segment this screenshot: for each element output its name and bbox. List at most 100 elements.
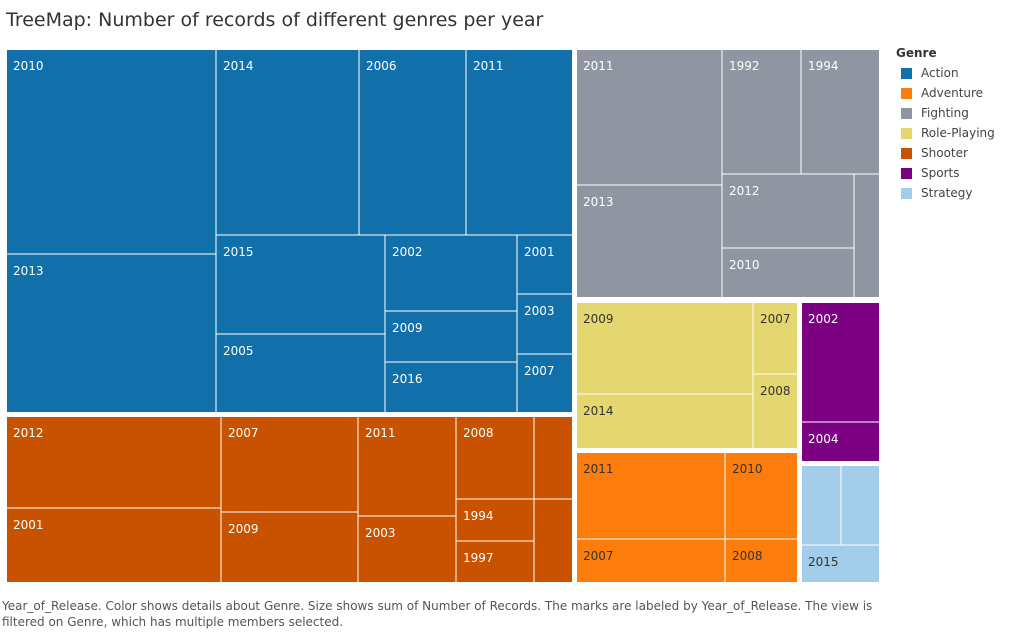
treemap-cell-label: 1994	[808, 59, 839, 73]
treemap-cell-action-2003[interactable]	[516, 293, 574, 355]
treemap-group-role-playing	[575, 301, 799, 450]
treemap-cell-label: 2007	[583, 549, 614, 563]
treemap-cell-label: 2012	[13, 426, 44, 440]
treemap-cell-label: 2015	[808, 555, 839, 569]
treemap-group-sports	[800, 301, 881, 463]
treemap-cell-sports-2002[interactable]	[800, 301, 881, 423]
treemap-chart: 2010 2013 2014 2006 2011 2015 2005 2002 2009 2016…	[6, 49, 881, 584]
treemap-cell-action-2006[interactable]	[358, 49, 467, 236]
legend-item[interactable]: Adventure	[896, 83, 995, 103]
treemap-cell-fighting-2013[interactable]	[575, 184, 723, 299]
treemap-cell-role-playing-2007[interactable]	[752, 301, 799, 375]
legend-item[interactable]: Sports	[896, 163, 995, 183]
treemap-cell-label: 2016	[392, 372, 423, 386]
treemap-cell-role-playing-2009[interactable]	[575, 301, 754, 395]
treemap-cell-adventure-2011[interactable]	[575, 451, 726, 540]
treemap-cell-label: 2014	[583, 404, 614, 418]
treemap-cell-label: 2002	[392, 245, 423, 259]
treemap-cell-strategy-unlabeled[interactable]	[800, 464, 842, 546]
legend-swatch	[901, 187, 912, 199]
treemap-cell-label: 2010	[729, 258, 760, 272]
treemap-cell-role-playing-2008[interactable]	[752, 373, 799, 450]
treemap-cell-shooter-1997[interactable]	[455, 540, 535, 584]
treemap-cell-action-2016[interactable]	[384, 361, 518, 414]
treemap-cell-fighting-1994[interactable]	[800, 49, 881, 175]
treemap-cell-action-2011[interactable]	[465, 49, 574, 236]
treemap-cell-action-2002[interactable]	[384, 234, 518, 312]
treemap-cell-label: 2011	[583, 462, 614, 476]
treemap-cell-label: 2014	[223, 59, 254, 73]
treemap-cell-label: 2009	[228, 522, 259, 536]
treemap-group-strategy	[800, 464, 881, 584]
treemap-cell-label: 2013	[13, 264, 44, 278]
treemap-cell-label: 2005	[223, 344, 254, 358]
legend-label: Strategy	[921, 186, 973, 200]
treemap-cell-label: 2011	[583, 59, 614, 73]
legend-item[interactable]: Shooter	[896, 143, 995, 163]
treemap-cell-label: 2008	[463, 426, 494, 440]
treemap-cell-action-2014[interactable]	[215, 49, 360, 236]
treemap-cell-shooter-2007[interactable]	[220, 415, 359, 513]
chart-caption: Year_of_Release. Color shows details abo…	[2, 599, 873, 629]
legend-item[interactable]: Role-Playing	[896, 123, 995, 143]
treemap-cell-strategy-2015[interactable]	[800, 544, 881, 584]
treemap-cell-action-2007[interactable]	[516, 353, 574, 414]
treemap-cell-shooter-2001[interactable]	[6, 507, 222, 584]
legend-swatch	[901, 167, 912, 179]
treemap-cell-action-2010[interactable]	[6, 49, 217, 255]
treemap-cell-adventure-2007[interactable]	[575, 538, 726, 584]
treemap-cell-label: 2004	[808, 432, 839, 446]
treemap-cell-fighting-2010[interactable]	[721, 247, 855, 299]
treemap-cell-shooter-unlabeled[interactable]	[533, 415, 574, 500]
treemap-cell-label: 2003	[365, 526, 396, 540]
treemap-cell-action-2015[interactable]	[215, 234, 386, 335]
treemap-cell-fighting-unlabeled[interactable]	[853, 173, 881, 299]
treemap-cell-label: 2011	[365, 426, 396, 440]
legend-swatch	[901, 147, 912, 159]
treemap-cell-label: 1992	[729, 59, 760, 73]
treemap-cell-label: 1994	[463, 509, 494, 523]
treemap-cell-label: 2013	[583, 195, 614, 209]
treemap-cell-action-2013[interactable]	[6, 253, 217, 414]
treemap-cell-label: 2008	[760, 384, 791, 398]
treemap-cell-label: 2001	[13, 518, 44, 532]
legend-swatch	[901, 127, 912, 139]
treemap-cell-shooter-2012[interactable]	[6, 415, 222, 509]
treemap-cell-label: 2001	[524, 245, 555, 259]
chart-title: TreeMap: Number of records of different …	[6, 9, 544, 31]
treemap-cell-label: 2002	[808, 312, 839, 326]
treemap-cell-label: 2003	[524, 304, 555, 318]
treemap-group-shooter	[6, 415, 574, 584]
treemap-group-action	[6, 49, 574, 414]
legend-item[interactable]: Fighting	[896, 103, 995, 123]
treemap-cell-label: 2012	[729, 184, 760, 198]
treemap-cell-label: 2009	[392, 321, 423, 335]
treemap-cell-label: 2008	[732, 549, 763, 563]
legend-swatch	[901, 87, 912, 99]
legend-label: Fighting	[921, 106, 969, 120]
treemap-cell-label: 2006	[366, 59, 397, 73]
treemap-cell-shooter-2003[interactable]	[357, 515, 457, 584]
treemap-cell-label: 1997	[463, 551, 494, 565]
treemap-cell-fighting-1992[interactable]	[721, 49, 802, 175]
treemap-cell-label: 2010	[732, 462, 763, 476]
treemap-cell-role-playing-2014[interactable]	[575, 393, 754, 450]
treemap-cell-adventure-2010[interactable]	[724, 451, 799, 540]
treemap-cell-shooter-1994[interactable]	[455, 498, 535, 542]
treemap-cell-label: 2015	[223, 245, 254, 259]
treemap-cell-action-2009[interactable]	[384, 310, 518, 363]
legend-item[interactable]: Action	[896, 63, 995, 83]
treemap-cell-strategy-unlabeled[interactable]	[840, 464, 881, 546]
legend-swatch	[901, 107, 912, 119]
legend-label: Role-Playing	[921, 126, 995, 140]
legend-item[interactable]: Strategy	[896, 183, 995, 203]
treemap-group-fighting	[575, 49, 881, 299]
legend-label: Shooter	[921, 146, 968, 160]
legend-label: Sports	[921, 166, 960, 180]
treemap-cell-label: 2011	[473, 59, 504, 73]
treemap-cell-action-2001[interactable]	[516, 234, 574, 295]
treemap-cell-shooter-unlabeled[interactable]	[533, 498, 574, 584]
treemap-cell-label: 2007	[760, 312, 791, 326]
treemap-cell-label: 2007	[228, 426, 259, 440]
treemap-cell-label: 2010	[13, 59, 44, 73]
